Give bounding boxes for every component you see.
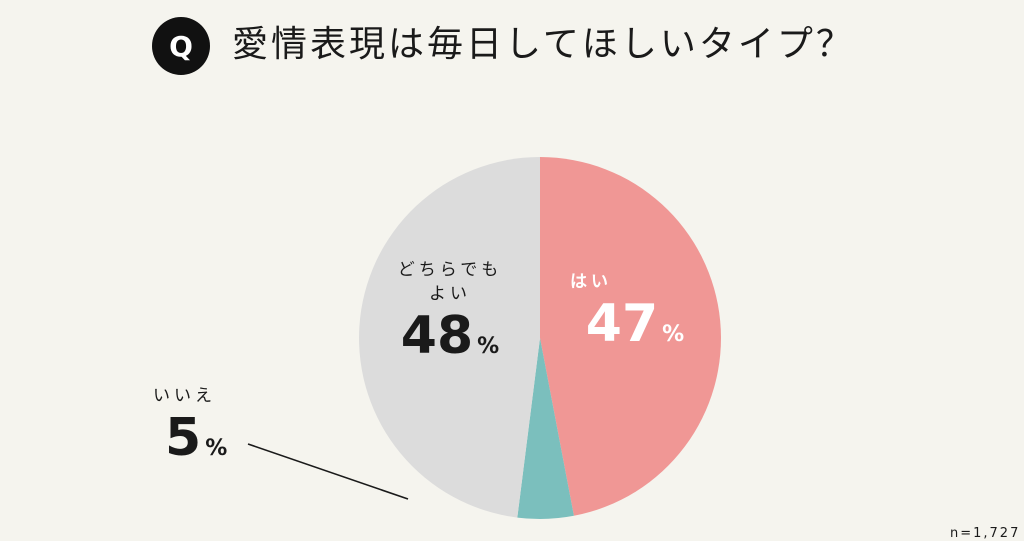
sample-size: n=1,727	[950, 526, 1021, 541]
slice-name-dochira-line1: どちらでも	[397, 260, 503, 280]
slice-hai	[540, 157, 721, 516]
slice-iie	[517, 338, 574, 519]
slice-dochira	[359, 157, 540, 518]
iie-leader-line	[247, 443, 409, 500]
question-badge: Q	[152, 17, 210, 75]
slice-name-dochira-line2: よい	[429, 284, 471, 304]
slice-percent-hai: 47%	[560, 294, 710, 365]
slice-name-iie: いいえ	[153, 386, 216, 406]
slice-percent-iie: 5%	[135, 408, 245, 479]
slice-label-dochira: どちらでも よい 48%	[380, 258, 520, 377]
slice-value-iie: 5	[165, 408, 202, 468]
slice-label-hai: はい 47%	[560, 270, 710, 365]
slice-unit-iie: %	[205, 436, 228, 461]
slice-name-hai: はい	[570, 272, 612, 292]
slice-unit-dochira: %	[477, 334, 500, 359]
slice-percent-dochira: 48%	[380, 306, 520, 377]
slice-value-hai: 47	[585, 294, 659, 354]
question-title: 愛情表現は毎日してほしいタイプ？	[232, 24, 855, 65]
slice-value-dochira: 48	[400, 306, 474, 366]
slice-unit-hai: %	[662, 322, 685, 347]
slice-label-iie: いいえ 5%	[135, 384, 245, 479]
